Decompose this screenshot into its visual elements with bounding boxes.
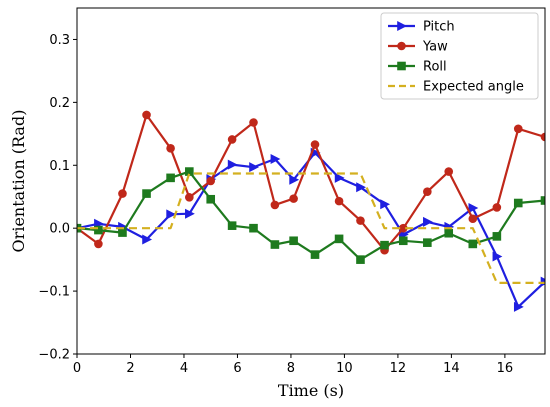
series-layer	[77, 110, 545, 312]
data-point-roll	[270, 240, 280, 249]
data-point-roll	[249, 223, 258, 233]
legend-marker	[397, 41, 406, 51]
data-point-yaw	[227, 135, 237, 144]
data-point-roll	[334, 234, 344, 244]
x-tick-label: 4	[180, 361, 188, 376]
y-tick-label: −0.2	[38, 348, 70, 363]
legend-label: Expected angle	[423, 80, 524, 95]
data-point-yaw	[270, 200, 280, 210]
series-line-expected-angle	[77, 172, 545, 284]
data-point-roll	[540, 196, 545, 205]
data-point-yaw	[423, 187, 432, 196]
x-axis-label: Time (s)	[278, 381, 344, 400]
legend: Pitch Yaw Roll Expected angle	[380, 12, 539, 100]
data-point-roll	[468, 239, 478, 249]
data-point-roll	[356, 255, 365, 264]
legend-entry-pitch: Pitch	[388, 20, 455, 35]
data-point-pitch	[270, 153, 281, 164]
data-point-yaw	[468, 214, 478, 224]
data-point-pitch	[185, 208, 195, 219]
legend-marker	[397, 61, 406, 71]
data-point-roll	[206, 194, 216, 204]
y-tick-label: 0.1	[49, 159, 70, 174]
data-point-roll	[423, 238, 432, 247]
data-point-yaw	[398, 223, 408, 233]
x-tick-label: 10	[336, 361, 353, 376]
data-point-yaw	[118, 189, 127, 198]
x-tick-label: 14	[443, 361, 460, 376]
series-expected-angle	[77, 172, 545, 284]
data-point-roll	[142, 189, 151, 198]
data-point-roll	[380, 240, 389, 250]
data-point-yaw	[249, 118, 258, 127]
data-point-pitch	[249, 162, 260, 173]
legend-label: Roll	[423, 60, 447, 75]
data-point-yaw	[513, 124, 523, 134]
x-tick-label: 16	[497, 361, 514, 376]
legend-box	[380, 12, 539, 100]
data-point-roll	[166, 173, 175, 183]
data-point-pitch	[513, 301, 524, 312]
data-point-roll	[398, 236, 408, 246]
legend-entry-roll: Roll	[388, 60, 447, 75]
x-tick-label: 6	[233, 361, 241, 376]
plot-frame	[76, 7, 546, 355]
data-point-pitch	[227, 159, 238, 170]
data-point-roll	[118, 228, 127, 237]
y-axis-label: Orientation (Rad)	[9, 110, 28, 253]
series-yaw	[77, 110, 545, 255]
data-point-roll	[289, 236, 298, 246]
data-point-yaw	[206, 176, 216, 186]
x-tick-label: 2	[126, 361, 134, 376]
x-tick-label: 12	[390, 361, 407, 376]
data-point-yaw	[334, 196, 344, 206]
data-point-pitch	[423, 216, 433, 227]
data-point-roll	[492, 232, 502, 241]
series-pitch	[77, 147, 545, 312]
data-point-pitch	[334, 172, 345, 183]
series-line-yaw	[77, 113, 545, 252]
data-point-pitch	[166, 209, 177, 220]
data-point-yaw	[142, 110, 151, 120]
data-point-yaw	[185, 193, 194, 202]
series-roll	[77, 167, 545, 264]
data-point-pitch	[356, 182, 366, 193]
data-point-yaw	[356, 216, 365, 225]
data-point-yaw	[540, 132, 545, 142]
y-tick-label: −0.1	[38, 285, 70, 300]
data-point-yaw	[166, 143, 175, 153]
y-tick-label: 0.3	[49, 33, 70, 48]
series-line-pitch	[77, 151, 545, 308]
x-tick-label: 8	[287, 361, 295, 376]
data-point-pitch	[380, 199, 391, 210]
y-tick-label: 0.2	[49, 96, 70, 111]
y-axis-ticks: −0.2 −0.1 0.0 0.1 0.2 0.3	[38, 33, 77, 363]
data-point-yaw	[444, 167, 454, 176]
data-point-pitch	[142, 234, 153, 245]
data-point-roll	[444, 228, 454, 238]
data-point-roll	[185, 167, 194, 176]
data-point-yaw	[94, 239, 103, 249]
legend-label: Yaw	[422, 40, 448, 55]
x-tick-label: 0	[73, 361, 81, 376]
data-point-pitch	[492, 251, 503, 262]
legend-entry-expected-angle: Expected angle	[388, 80, 524, 95]
legend-label: Pitch	[423, 20, 455, 35]
legend-entry-yaw: Yaw	[388, 40, 448, 55]
data-point-pitch	[540, 276, 545, 287]
data-point-roll	[513, 198, 523, 208]
legend-marker	[397, 21, 407, 31]
data-point-yaw	[289, 194, 298, 203]
data-point-pitch	[289, 174, 300, 185]
series-line-roll	[77, 170, 545, 261]
y-tick-label: 0.0	[49, 222, 70, 237]
data-point-yaw	[492, 203, 502, 212]
data-point-yaw	[310, 140, 320, 149]
data-point-pitch	[468, 203, 479, 214]
data-point-roll	[227, 221, 237, 230]
data-point-roll	[94, 225, 103, 235]
x-axis-ticks: 0 2 4 6 8 10 12 14 16	[73, 354, 513, 376]
data-point-roll	[310, 250, 320, 259]
